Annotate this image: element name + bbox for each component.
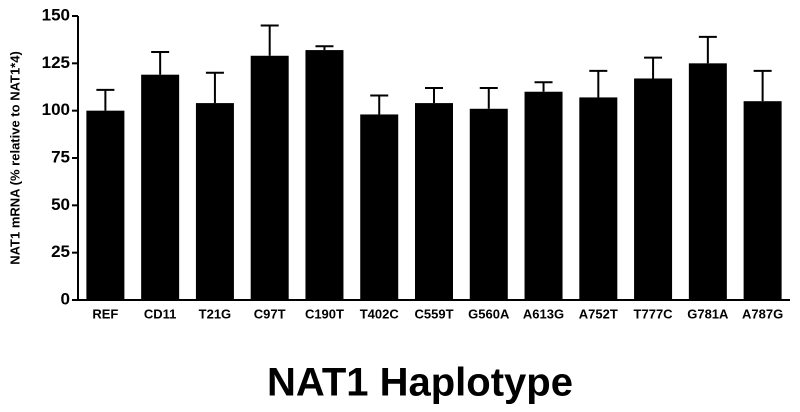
bar: [579, 97, 618, 300]
y-tick-label: 150: [42, 5, 70, 24]
x-tick-label: G560A: [468, 306, 510, 321]
bar: [524, 91, 563, 300]
bar: [634, 78, 673, 300]
x-tick-label: A787G: [742, 306, 783, 321]
y-axis-label: NAT1 mRNA (% relative to NAT1*4): [7, 51, 22, 265]
x-tick-label: T21G: [199, 306, 232, 321]
y-tick-label: 25: [51, 242, 70, 261]
bar: [360, 114, 399, 300]
y-tick-label: 100: [42, 100, 70, 119]
bar: [305, 50, 344, 300]
x-tick-label: G781A: [687, 306, 729, 321]
bar: [469, 108, 508, 300]
bar: [415, 103, 453, 301]
bar: [141, 74, 180, 301]
y-tick-label: 125: [42, 53, 70, 72]
bar: [195, 103, 234, 301]
bar: [250, 55, 289, 301]
y-tick-label: 0: [61, 289, 70, 308]
bar: [743, 101, 782, 300]
bar: [86, 110, 125, 301]
x-tick-label: A752T: [579, 306, 618, 321]
x-tick-label: REF: [92, 306, 118, 321]
bar: [688, 63, 727, 301]
y-tick-label: 75: [51, 147, 70, 166]
x-axis-label: NAT1 Haplotype: [267, 361, 573, 405]
x-tick-label: A613G: [523, 306, 564, 321]
x-tick-label: CD11: [144, 306, 177, 321]
x-tick-label: C97T: [254, 306, 286, 321]
x-tick-label: C190T: [305, 306, 344, 321]
y-tick-label: 50: [51, 195, 70, 214]
x-tick-label: T402C: [360, 306, 400, 321]
x-tick-label: T777C: [634, 306, 674, 321]
x-tick-label: C559T: [414, 306, 453, 321]
